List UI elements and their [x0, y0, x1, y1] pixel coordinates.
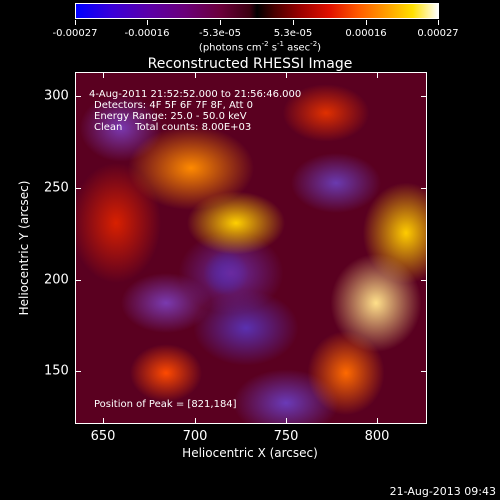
colorbar-label: -0.00027: [52, 28, 98, 39]
x-axis-title: Heliocentric X (arcsec): [182, 446, 318, 460]
y-tick: [421, 371, 427, 372]
x-tick: [377, 418, 378, 424]
x-tick: [103, 72, 104, 78]
colorbar-unit: (photons cm-2 s-1 asec-2): [198, 40, 322, 54]
y-tick-label: 300: [44, 88, 69, 104]
peak-position: Position of Peak = [821,184]: [94, 399, 237, 410]
y-tick: [421, 280, 427, 281]
time-range: 4-Aug-2011 21:52:52.000 to 21:56:46.000: [89, 89, 302, 100]
colorbar-label: -5.3e-05: [199, 28, 241, 39]
colorbar-label: 5.3e-05: [273, 28, 313, 39]
timestamp: 21-Aug-2013 09:43: [389, 485, 496, 498]
colorbar-label: 0.00016: [345, 28, 387, 39]
colorbar-tick: [366, 20, 367, 25]
energy-range: Energy Range: 25.0 - 50.0 keV: [94, 111, 247, 122]
colorbar-tick: [293, 20, 294, 25]
x-tick: [377, 72, 378, 78]
colorbar-tick: [75, 20, 76, 25]
x-tick: [195, 72, 196, 78]
x-tick-label: 800: [364, 429, 390, 444]
x-tick: [286, 418, 287, 424]
colorbar-label: 0.00027: [417, 28, 459, 39]
plot-title: Reconstructed RHESSI Image: [147, 56, 353, 72]
y-tick-label: 150: [44, 363, 69, 379]
colorbar-gradient: [76, 4, 438, 18]
y-tick: [75, 96, 81, 97]
x-tick: [286, 72, 287, 78]
y-tick: [421, 96, 427, 97]
y-tick-label: 250: [44, 180, 69, 196]
colorbar: [75, 3, 439, 19]
x-tick-label: 650: [90, 429, 116, 444]
colorbar-tick: [147, 20, 148, 25]
y-tick: [421, 188, 427, 189]
clean-counts: Clean Total counts: 8.00E+03: [94, 122, 252, 133]
detectors-info: Detectors: 4F 5F 6F 7F 8F, Att 0: [94, 100, 254, 111]
x-tick-label: 750: [273, 429, 299, 444]
colorbar-label: -0.00016: [124, 28, 170, 39]
y-tick: [75, 188, 81, 189]
rhessi-image: 4-Aug-2011 21:52:52.000 to 21:56:46.000 …: [75, 72, 427, 424]
colorbar-tick: [438, 20, 439, 25]
x-tick-label: 700: [182, 429, 208, 444]
x-tick: [195, 418, 196, 424]
y-tick: [75, 371, 81, 372]
y-axis-title: Heliocentric Y (arcsec): [17, 180, 31, 316]
y-tick-label: 200: [44, 272, 69, 288]
y-tick: [75, 280, 81, 281]
x-tick: [103, 418, 104, 424]
colorbar-tick: [220, 20, 221, 25]
